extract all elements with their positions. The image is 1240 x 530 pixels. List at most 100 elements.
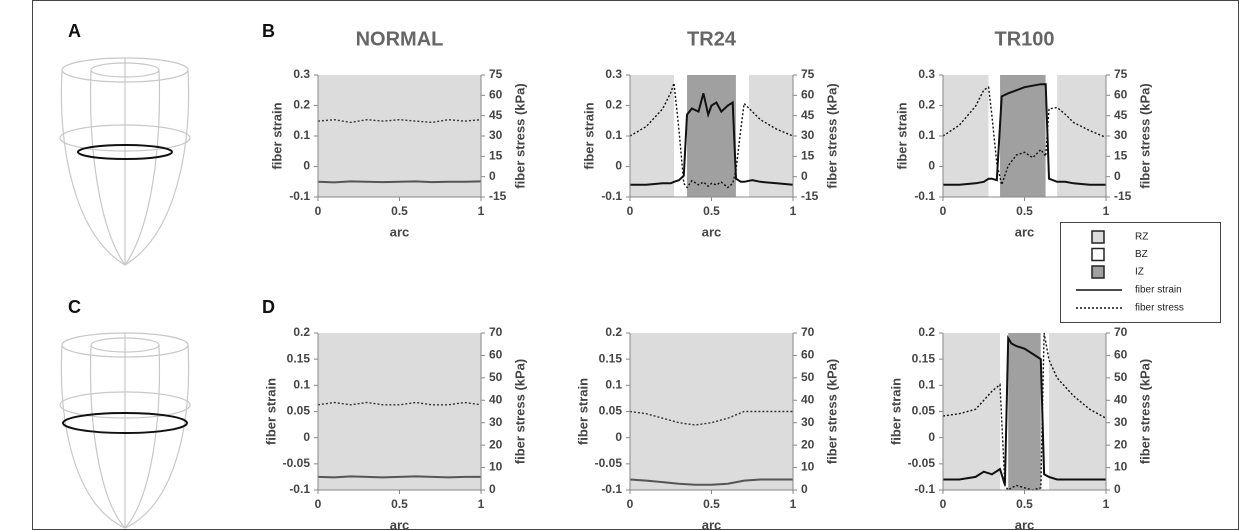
x-axis-label: arc: [390, 517, 410, 530]
zone-region: [630, 333, 793, 490]
legend-swatch: [1091, 230, 1105, 244]
y-tick-label: 0.1: [918, 128, 935, 142]
y-axis-label: fiber strain: [269, 102, 284, 169]
panel-label: C: [68, 297, 81, 317]
subplot: -0.1-0.0500.050.10.150.20102030405060700…: [575, 325, 839, 530]
y-tick-label: -0.05: [908, 456, 936, 470]
y2-tick-label: 60: [1114, 348, 1128, 362]
zone-region: [630, 75, 675, 197]
y2-tick-label: 30: [489, 415, 503, 429]
y2-tick-label: 30: [1114, 128, 1128, 142]
y2-tick-label: 20: [489, 437, 503, 451]
y2-tick-label: -15: [489, 189, 507, 203]
chart-title: NORMAL: [356, 28, 444, 50]
y-tick-label: 0.05: [599, 404, 623, 418]
y2-tick-label: 30: [489, 128, 503, 142]
zone-region: [735, 75, 749, 197]
legend-label: BZ: [1135, 249, 1148, 260]
x-tick-label: 0: [940, 204, 947, 218]
y-tick-label: -0.05: [595, 456, 623, 470]
y2-tick-label: 15: [489, 149, 503, 163]
y2-axis-label: fiber stress (kPa): [512, 359, 527, 465]
y2-tick-label: 0: [1114, 169, 1121, 183]
y-tick-label: 0.3: [918, 67, 935, 81]
stress-line: [317, 118, 482, 124]
x-tick-label: 0.5: [391, 497, 408, 511]
subplot: -0.1 0 0.1 0.2 0.3 -15 0 15 30 45 60 75 0 0.5 1 arc fibe…: [581, 28, 839, 239]
subplot: -0.1 0 0.1 0.2 0.3 -15 0 15 30 45 60 75 0 0.5 1 arc fibe…: [269, 28, 527, 239]
x-tick-label: 0: [315, 497, 322, 511]
x-tick-label: 0.5: [1016, 204, 1033, 218]
y2-tick-label: 75: [489, 67, 503, 81]
y2-tick-label: 60: [801, 88, 815, 102]
zone-region: [1040, 333, 1049, 490]
y2-axis-label: fiber stress (kPa): [512, 83, 527, 189]
y2-tick-label: 0: [1114, 482, 1121, 496]
chart-title: TR100: [994, 28, 1054, 50]
chart-title: TR24: [687, 28, 737, 50]
y2-tick-label: 75: [801, 67, 815, 81]
y2-tick-label: 60: [801, 348, 815, 362]
y2-axis-label: fiber stress (kPa): [824, 359, 839, 465]
x-axis-label: arc: [702, 517, 722, 530]
x-axis-label: arc: [702, 224, 722, 239]
y2-tick-label: 45: [1114, 108, 1128, 122]
y-tick-label: -0.1: [601, 189, 622, 203]
stress-line: [942, 332, 1107, 491]
y-tick-label: 0.15: [599, 351, 623, 365]
x-tick-label: 1: [478, 497, 485, 511]
x-tick-label: 1: [1103, 204, 1110, 218]
strain-line: [317, 475, 481, 479]
y-tick-label: 0.1: [293, 128, 310, 142]
y-tick-label: 0.05: [287, 404, 311, 418]
stress-line: [942, 86, 1107, 188]
y2-tick-label: 15: [801, 149, 815, 163]
zone-region: [1045, 75, 1058, 197]
y2-tick-label: -15: [1114, 189, 1132, 203]
y-tick-label: 0.2: [605, 98, 622, 112]
y2-tick-label: 30: [801, 128, 815, 142]
y2-tick-label: 70: [489, 325, 503, 339]
y2-axis-label: fiber stress (kPa): [1137, 359, 1152, 465]
y2-tick-label: 15: [1114, 149, 1128, 163]
y-tick-label: -0.1: [601, 482, 622, 496]
zone-region: [1008, 333, 1041, 490]
y2-tick-label: 30: [801, 415, 815, 429]
y-tick-label: -0.1: [914, 482, 935, 496]
y-tick-label: 0: [615, 430, 622, 444]
y-tick-label: 0.3: [293, 67, 310, 81]
x-tick-label: 0.5: [391, 204, 408, 218]
x-tick-label: 1: [478, 204, 485, 218]
zone-region: [943, 333, 1001, 490]
y-tick-label: 0.15: [912, 351, 936, 365]
y2-tick-label: 75: [1114, 67, 1128, 81]
zone-region: [748, 75, 793, 197]
y2-tick-label: 60: [489, 348, 503, 362]
y2-tick-label: 40: [801, 392, 815, 406]
panel-label: D: [262, 297, 275, 317]
x-tick-label: 1: [1103, 497, 1110, 511]
y-tick-label: 0.2: [293, 98, 310, 112]
y2-tick-label: 10: [801, 460, 815, 474]
zone-region: [1000, 75, 1046, 197]
x-axis-label: arc: [390, 224, 410, 239]
y-tick-label: 0.2: [918, 325, 935, 339]
subplot: -0.1 0 0.1 0.2 0.3 -15 0 15 30 45 60 75 0 0.5 1 arc fibe…: [894, 28, 1152, 239]
strain-line: [317, 180, 482, 184]
y2-tick-label: -15: [801, 189, 819, 203]
y-axis-label: fiber strain: [263, 378, 278, 445]
y2-tick-label: 45: [489, 108, 503, 122]
y-tick-label: -0.1: [289, 189, 310, 203]
x-tick-label: 0: [627, 497, 634, 511]
subplot: -0.1-0.0500.050.10.150.20102030405060700…: [263, 325, 527, 530]
zone-region: [318, 333, 481, 490]
y-tick-label: -0.05: [283, 456, 311, 470]
legend-box: [1060, 222, 1221, 323]
legend-label: fiber strain: [1135, 285, 1182, 296]
legend-label: IZ: [1135, 267, 1144, 278]
y2-tick-label: 60: [1114, 88, 1128, 102]
zone-region: [1000, 333, 1009, 490]
y-tick-label: 0.1: [605, 128, 622, 142]
legend-swatch: [1091, 247, 1105, 262]
